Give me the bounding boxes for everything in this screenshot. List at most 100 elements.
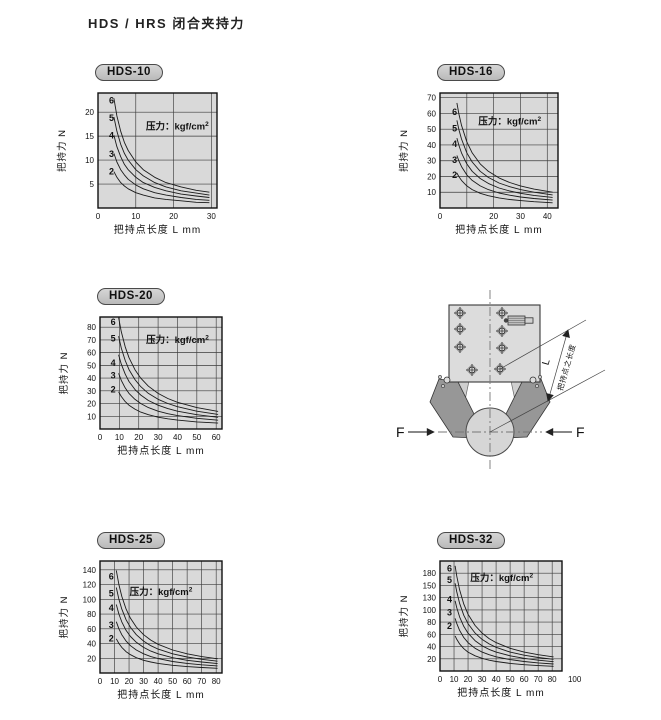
chart-block-hds-16: HDS-16 6 5 4 3 2 压力：kgf/cm2 0 20 30 40 10 20 30 40 50 6… [392,64,597,242]
x-tick-label: 100 [568,675,582,684]
x-tick-label: 30 [139,677,148,686]
curve-label: 3 [452,155,457,165]
x-tick-label: 10 [115,433,124,442]
x-tick-label: 50 [506,675,515,684]
force-curve [113,116,210,196]
force-curve [454,583,554,660]
x-tick-label: 80 [212,677,221,686]
curve-label: 4 [111,358,116,368]
y-tick-label: 70 [427,94,436,103]
curve-label: 4 [109,131,114,141]
y-tick-label: 60 [427,630,436,639]
x-axis-title: 把持点长度 L mm [117,444,204,457]
model-badge: HDS-32 [437,532,505,549]
force-chart-hds-10: 6 5 4 3 2 压力：kgf/cm2 0 10 20 30 5 10 15 20 把持点长度 L mm 把… [56,92,218,236]
curve-label: 2 [109,633,114,643]
model-badge: HDS-16 [437,64,505,81]
force-curve [115,604,218,665]
plot-border [99,560,223,674]
force-chart-hds-20: 6 5 4 3 2 压力：kgf/cm2 0 10 20 30 40 50 60 10 20 30 40 50 60… [58,316,223,457]
y-axis-title: 把持力 N [56,129,68,172]
pressure-label: 压力：kgf/cm2 [130,586,193,598]
force-curve [115,638,218,669]
force-curve [118,354,219,418]
plot-area [440,561,562,671]
curve-label: 5 [109,588,114,598]
x-tick-label: 60 [520,675,529,684]
x-axis-title: 把持点长度 L mm [114,223,201,236]
x-tick-label: 60 [183,677,192,686]
x-tick-label: 0 [98,433,103,442]
curve-label: 3 [109,149,114,159]
curve-label: 6 [447,563,452,573]
x-axis-title: 把持点长度 L mm [455,223,542,236]
chart-block-hds-20: HDS-20 6 5 4 3 2 压力：kgf/cm2 0 10 20 30 40 50 60 10 20 3… [52,288,257,466]
x-tick-label: 50 [168,677,177,686]
force-chart-hds-16: 6 5 4 3 2 压力：kgf/cm2 0 20 30 40 10 20 30 40 50 60 70 把持点长… [398,92,559,236]
x-tick-label: 40 [173,433,182,442]
y-tick-label: 20 [427,172,436,181]
x-tick-label: 10 [110,677,119,686]
x-tick-label: 30 [516,212,525,221]
plot-area [440,93,558,208]
model-badge: HDS-10 [95,64,163,81]
y-tick-label: 80 [87,610,96,619]
y-tick-label: 40 [427,643,436,652]
y-tick-label: 120 [83,581,97,590]
x-tick-label: 0 [96,212,101,221]
curve-label: 5 [111,334,116,344]
curve-label: 6 [109,96,114,106]
chart-block-hds-32: HDS-32 6 5 4 3 2 压力：kgf/cm2 0 10 20 30 40 50 60 70 80 1… [392,532,597,710]
force-curve [113,98,210,193]
x-tick-label: 60 [212,433,221,442]
y-axis-title: 把持力 N [58,595,70,638]
force-curve [113,153,210,201]
force-label-left: F [396,424,405,440]
y-tick-label: 180 [423,569,437,578]
y-tick-label: 40 [427,141,436,150]
force-curve [118,336,219,415]
plot-border [439,92,559,209]
y-axis-title: 把持力 N [58,351,70,394]
y-axis-title: 把持力 N [398,594,410,637]
y-tick-label: 50 [87,361,96,370]
force-curve [454,618,554,665]
x-tick-label: 80 [548,675,557,684]
force-curve [115,587,218,662]
x-tick-label: 40 [492,675,501,684]
curve-label: 2 [111,385,116,395]
y-tick-label: 20 [87,400,96,409]
force-curve [456,155,553,201]
y-tick-label: 60 [87,349,96,358]
y-tick-label: 10 [87,412,96,421]
pressure-label: 压力：kgf/cm2 [146,121,209,133]
plot-border [97,92,218,209]
force-chart-hds-32: 6 5 4 3 2 压力：kgf/cm2 0 10 20 30 40 50 60 70 80 100 20 40 6… [398,560,582,699]
curve-label: 2 [109,167,114,177]
force-curve [454,565,554,658]
x-tick-label: 30 [478,675,487,684]
y-tick-label: 10 [85,156,94,165]
y-tick-label: 80 [87,323,96,332]
y-tick-label: 60 [427,109,436,118]
force-curve [118,391,219,424]
curve-label: 5 [109,113,114,123]
x-axis-title: 把持点长度 L mm [117,688,204,701]
force-curve [454,600,554,663]
y-tick-label: 60 [87,625,96,634]
force-chart-hds-25: 6 5 4 3 2 压力：kgf/cm2 0 10 20 30 40 50 60 70 80 20 40 60 80… [58,560,223,701]
curve-label: 6 [109,571,114,581]
x-tick-label: 20 [134,433,143,442]
curve-label: 2 [452,170,457,180]
x-tick-label: 70 [534,675,543,684]
y-tick-label: 20 [87,654,96,663]
chart-block-hds-10: HDS-10 6 5 4 3 2 压力：kgf/cm2 0 10 20 30 5 10 15 20 把持点长… [50,64,255,242]
curve-label: 6 [452,107,457,117]
pressure-label: 压力：kgf/cm2 [470,572,533,584]
y-tick-label: 30 [87,387,96,396]
y-tick-label: 140 [83,566,97,575]
x-tick-label: 70 [197,677,206,686]
gripper-body [448,304,541,383]
y-axis-title: 把持力 N [398,129,410,172]
